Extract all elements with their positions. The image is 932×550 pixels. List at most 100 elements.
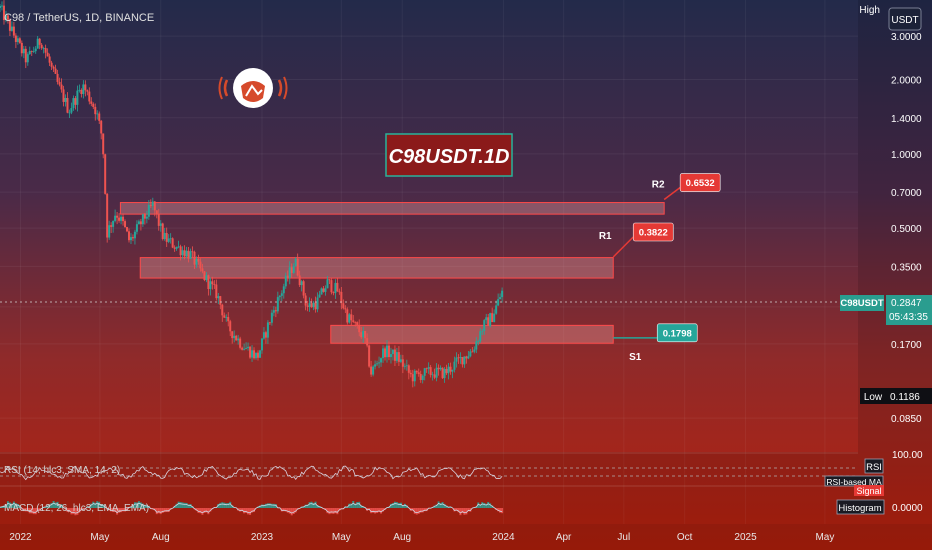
candle-body	[223, 315, 226, 318]
candle-body	[187, 250, 190, 259]
macd-bar	[247, 508, 250, 515]
candle-body	[249, 346, 252, 358]
candle-body	[320, 288, 323, 295]
macd-bar	[310, 501, 313, 508]
macd-bar	[70, 508, 73, 515]
macd-bar	[122, 508, 125, 512]
candle-body	[102, 133, 105, 155]
candle-body	[243, 348, 246, 350]
macd-bar	[378, 508, 381, 513]
macd-bar	[376, 508, 379, 513]
macd-bar	[274, 504, 277, 508]
time-tick-label: Aug	[152, 532, 170, 543]
macd-bar	[308, 502, 311, 508]
macd-bar	[52, 500, 55, 508]
macd-pane[interactable]: MACD (12, 26, hlc3, EMA, EMA) Signal 0.0…	[0, 485, 923, 524]
macd-bar	[330, 508, 333, 514]
macd-bar	[467, 508, 470, 512]
macd-bar	[2, 505, 5, 508]
rsi-tick: 100.00	[892, 450, 923, 461]
price-tick-label: 0.3500	[891, 262, 922, 273]
macd-bar	[133, 502, 136, 508]
macd-bar	[60, 504, 63, 508]
candle-body	[395, 352, 398, 361]
candle-body	[118, 217, 121, 221]
candle-body	[50, 62, 53, 67]
candle-body	[266, 322, 269, 338]
macd-bar	[479, 504, 482, 508]
candle-body	[104, 154, 107, 194]
zones-layer	[119, 202, 665, 344]
candle-body	[34, 48, 37, 52]
candle-body	[372, 366, 375, 375]
candle-body	[326, 279, 329, 289]
candle-body	[84, 84, 87, 91]
low-tag: Low 0.1186	[860, 388, 932, 404]
macd-bar	[487, 501, 490, 508]
candle-body	[173, 247, 176, 249]
macd-bar	[199, 508, 202, 514]
candle-body	[233, 335, 236, 339]
macd-bar	[439, 503, 442, 508]
candle-body	[231, 331, 234, 339]
candle-body	[32, 51, 35, 52]
candle-body	[493, 313, 496, 323]
countdown-timer: 05:43:35	[889, 312, 928, 323]
macd-bar	[175, 503, 178, 508]
candle-body	[340, 291, 343, 304]
macd-bar	[22, 508, 25, 512]
chart-title-box: C98USDT.1D	[385, 133, 513, 177]
macd-bar	[207, 508, 210, 515]
macd-bar	[58, 505, 61, 508]
candle-body	[397, 352, 400, 362]
macd-bar	[483, 502, 486, 508]
candle-body	[94, 106, 97, 115]
candle-body	[384, 348, 387, 358]
svg-text:0.1186: 0.1186	[890, 392, 920, 403]
macd-bar	[266, 503, 269, 508]
candle-body	[401, 359, 404, 367]
candle-body	[0, 5, 3, 7]
macd-bar	[489, 503, 492, 508]
candles-layer[interactable]	[0, 0, 504, 388]
candle-body	[260, 338, 263, 351]
candle-body	[366, 338, 369, 346]
candle-body	[88, 91, 91, 102]
candle-body	[30, 51, 33, 52]
candle-body	[159, 223, 162, 226]
candle-body	[215, 284, 218, 299]
candle-body	[42, 48, 45, 49]
rsi-pane[interactable]: RSI (14, hlc3, SMA, 14, 2) 100.00 RSI RS…	[0, 450, 923, 487]
macd-bar	[185, 502, 188, 508]
candle-body	[110, 225, 113, 227]
macd-bar	[352, 500, 355, 508]
currency-button[interactable]: USDT	[888, 7, 922, 31]
candle-body	[489, 313, 492, 326]
candle-body	[330, 280, 333, 293]
candle-body	[28, 51, 31, 55]
macd-bar	[195, 508, 198, 511]
candle-body	[352, 320, 355, 322]
candle-body	[467, 356, 470, 359]
candle-body	[348, 314, 351, 323]
macd-bar	[68, 508, 71, 512]
macd-bar	[92, 501, 95, 508]
candle-body	[4, 15, 7, 21]
macd-bar	[16, 503, 19, 508]
macd-bar	[6, 501, 9, 508]
macd-bar	[481, 502, 484, 508]
macd-bar	[461, 508, 464, 514]
candle-body	[147, 204, 150, 217]
candle-body	[501, 290, 504, 298]
candle-body	[264, 332, 267, 338]
high-label: High	[859, 5, 880, 16]
macd-bar	[80, 508, 83, 511]
candle-body	[417, 372, 420, 375]
candle-body	[10, 26, 13, 31]
macd-bar	[227, 503, 230, 508]
candle-body	[304, 295, 307, 306]
rsi-line	[0, 465, 503, 481]
candle-body	[124, 221, 127, 228]
candle-body	[100, 120, 103, 134]
